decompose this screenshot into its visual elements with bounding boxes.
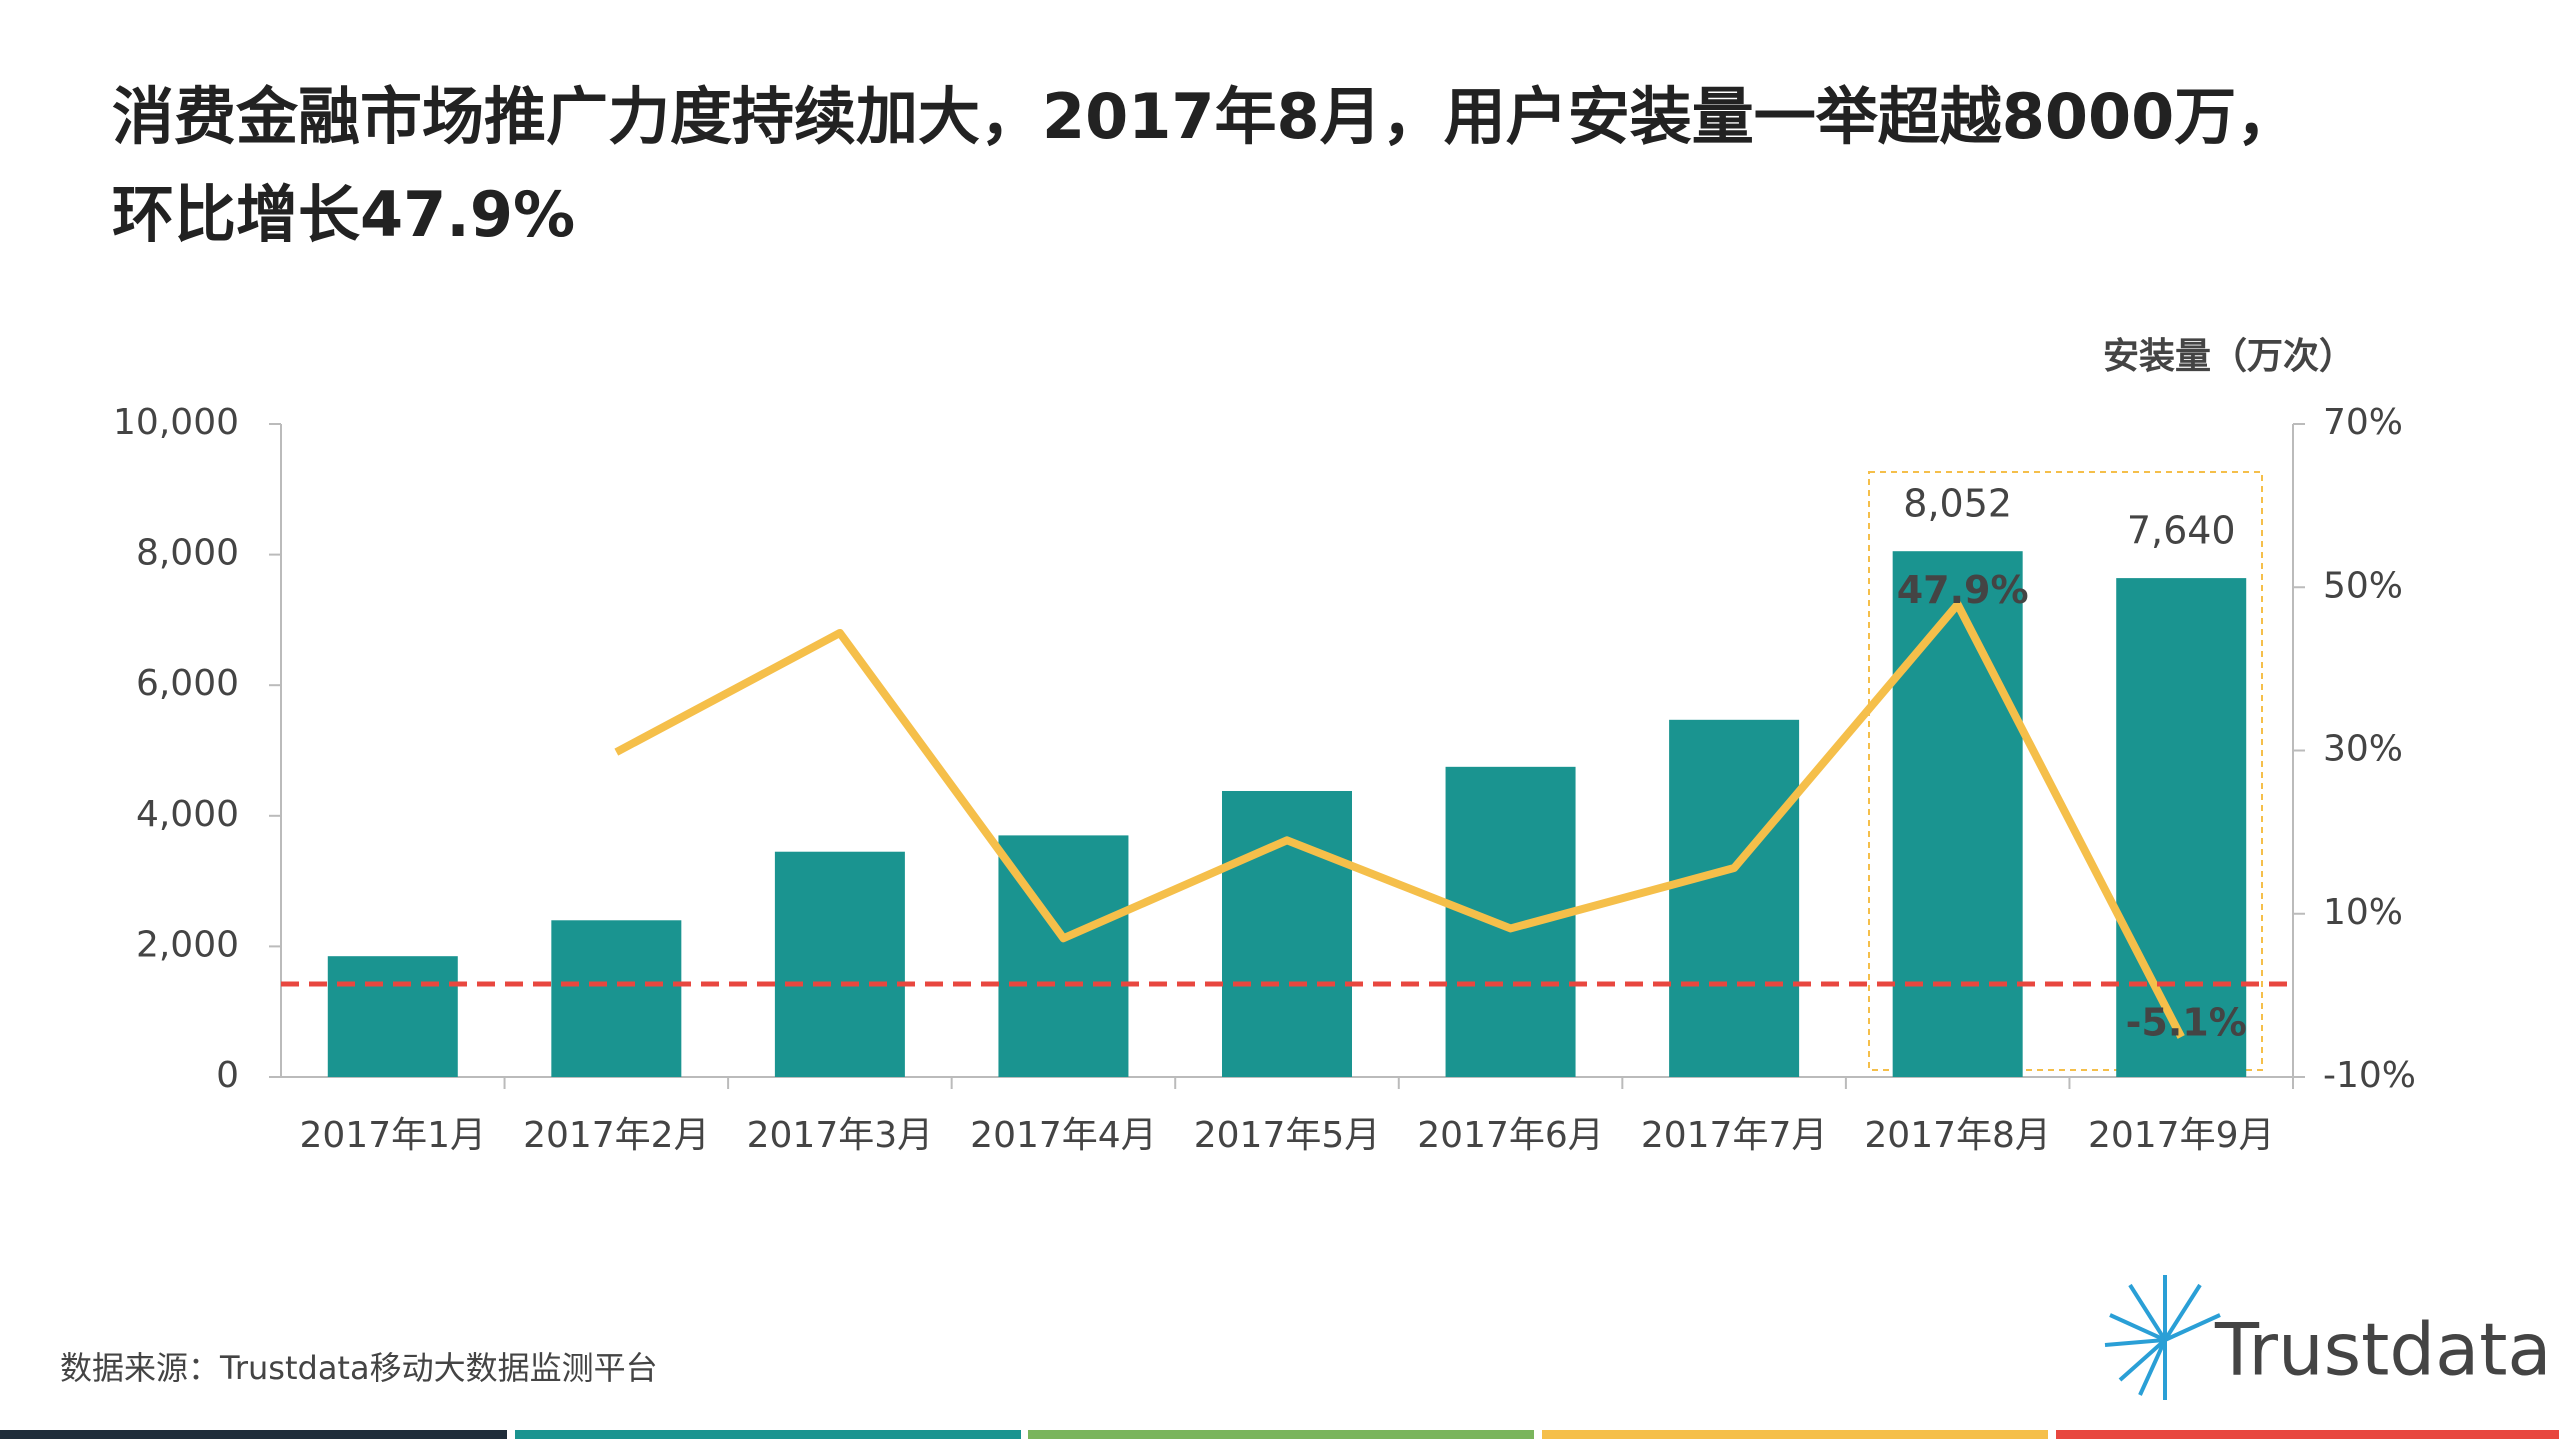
y2-axis-label: 安装量（万次） [2103, 336, 2355, 377]
source: 数据来源：Trustdata移动大数据监测平台 [60, 1349, 658, 1387]
y-tick-label: 4,000 [136, 794, 239, 835]
y2-tick-label: 30% [2323, 729, 2403, 770]
x-tick-label: 2017年8月 [1864, 1115, 2051, 1156]
y2-tick-label: 50% [2323, 565, 2403, 606]
bar [1445, 766, 1576, 1077]
x-tick-label: 2017年3月 [747, 1115, 934, 1156]
stripe [1028, 1430, 1534, 1439]
bar-value-label: 8,052 [1903, 482, 2012, 526]
x-tick-label: 2017年6月 [1417, 1115, 1604, 1156]
logo-text: Trustdata [2214, 1308, 2552, 1392]
y-tick-label: 8,000 [136, 533, 239, 574]
bar [1892, 551, 2023, 1077]
y-tick-label: 0 [216, 1055, 239, 1096]
bar [327, 956, 458, 1077]
bar [551, 920, 682, 1077]
bar [774, 851, 905, 1077]
highlight-box [1868, 471, 2263, 1071]
x-tick-label: 2017年7月 [1641, 1115, 1828, 1156]
x-tick-label: 2017年1月 [300, 1115, 487, 1156]
stripe [1542, 1430, 2048, 1439]
stripe [0, 1430, 507, 1439]
stripe [515, 1430, 1021, 1439]
bar-value-label: 7,640 [2127, 509, 2236, 553]
line-value-label: 47.9% [1897, 568, 2029, 612]
x-tick-label: 2017年9月 [2088, 1115, 2275, 1156]
y-tick-label: 10,000 [113, 402, 239, 443]
y2-tick-label: 70% [2323, 402, 2403, 443]
page-title: 消费金融市场推广力度持续加大，2017年8月，用户安装量一举超越8000万，环比… [112, 80, 2299, 251]
line [614, 600, 2185, 1039]
line-value-label: -5.1% [2126, 1001, 2247, 1045]
y2-tick-label: 10% [2323, 892, 2403, 933]
y-tick-label: 6,000 [136, 663, 239, 704]
bar [1222, 790, 1352, 1077]
x-tick-label: 2017年2月 [523, 1115, 710, 1156]
stripe [2056, 1430, 2559, 1439]
x-tick-label: 2017年4月 [970, 1115, 1157, 1156]
x-tick-label: 2017年5月 [1194, 1115, 1381, 1156]
y2-tick-label: -10% [2323, 1055, 2416, 1096]
bar [1669, 719, 1800, 1077]
bar [2116, 578, 2247, 1077]
logo-icon [2104, 1275, 2221, 1400]
y-tick-label: 2,000 [136, 924, 239, 965]
